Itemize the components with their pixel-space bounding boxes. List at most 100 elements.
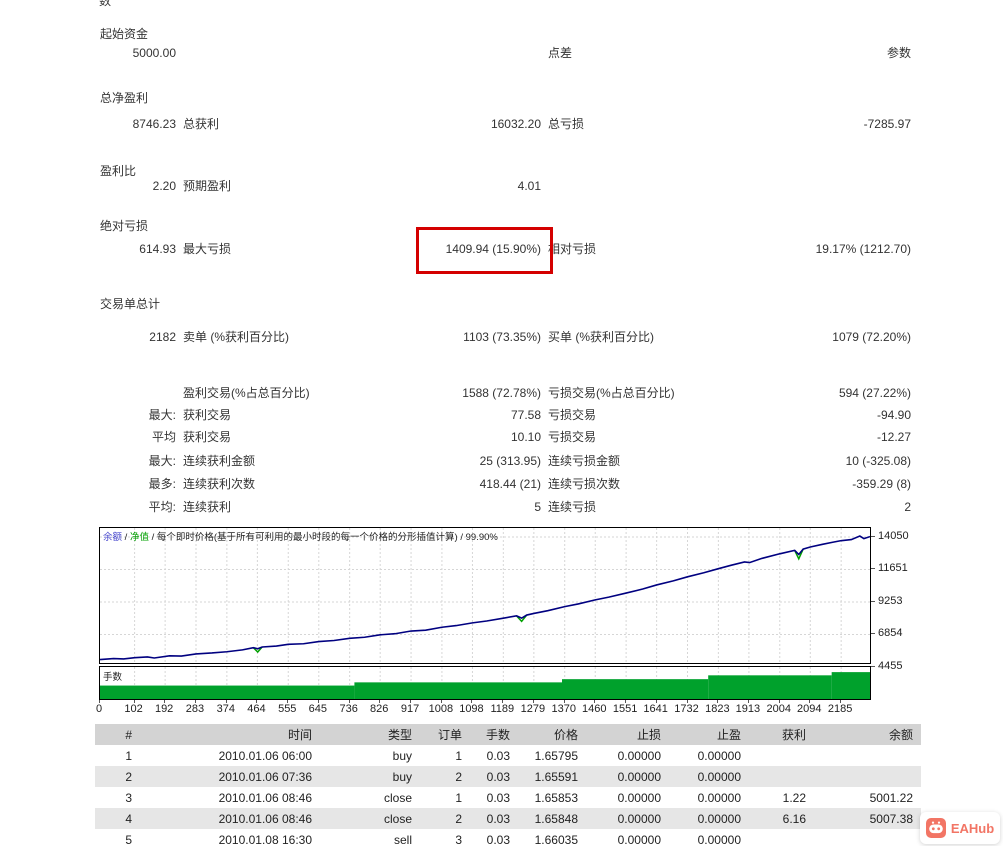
- lots-step: [100, 685, 355, 699]
- eahub-badge[interactable]: EAHub: [920, 812, 1000, 844]
- stat-loss-trades-label: 亏损交易(%占总百分比): [548, 386, 675, 400]
- x-tick: [778, 700, 780, 703]
- y-tick: [871, 535, 875, 537]
- x-tick-label: 192: [154, 703, 174, 715]
- stat-maximal-consecutive-prefix: 最多:: [148, 477, 176, 491]
- stat-average-prefix: 平均: [151, 430, 176, 444]
- y-tick: [871, 568, 875, 570]
- x-tick-label: 1189: [490, 703, 515, 715]
- table-cell: 6.16: [749, 808, 814, 829]
- y-tick: [871, 666, 875, 667]
- x-tick-label: 1008: [428, 703, 454, 715]
- side-label-absolute-drawdown: 绝对亏损: [100, 219, 149, 233]
- table-row: 2 2010.01.06 07:36 buy 2 0.03 1.65591 0.00000 0…: [95, 766, 921, 787]
- stat-max-consecutive-prefix: 最大:: [148, 454, 176, 468]
- x-tick-label: 464: [247, 703, 266, 715]
- x-tick: [379, 700, 381, 703]
- table-cell: 5001.22: [869, 790, 913, 805]
- stat-relative-drawdown-label: 相对亏损: [548, 242, 597, 256]
- table-row: 4 2010.01.06 08:46 close 2 0.03 1.65848 0.0000…: [95, 808, 921, 829]
- y-tick-label: 6854: [878, 627, 903, 640]
- table-cell: 1.66035: [534, 832, 578, 846]
- x-tick-label: 2004: [766, 703, 792, 715]
- x-tick-label: 1551: [612, 703, 638, 715]
- y-tick: [871, 600, 875, 602]
- legend-balance: 余额: [103, 532, 123, 543]
- table-header-cell: 类型: [320, 724, 420, 745]
- y-tick: [871, 633, 875, 635]
- stat-consecutive-losses-value: -359.29 (8): [852, 477, 911, 491]
- x-tick-label: 102: [124, 703, 143, 715]
- table-cell: 0.03: [470, 766, 518, 787]
- stat-avg-consecutive-wins-label: 连续获利: [183, 500, 232, 514]
- stat-avg-consecutive-wins-value: 5: [534, 500, 541, 514]
- lots-label: 手数: [103, 672, 123, 683]
- table-cell: 1: [125, 748, 132, 763]
- legend-equity: 净值: [129, 532, 149, 543]
- stat-avg-consecutive-losses-value: 2: [904, 500, 911, 514]
- x-tick: [532, 700, 534, 703]
- table-cell: 0.00000: [617, 748, 661, 763]
- stat-expected-payoff-label: 预期盈利: [183, 179, 232, 193]
- clipped-top-label: 数: [99, 0, 112, 8]
- x-tick-label: 736: [339, 703, 358, 715]
- x-tick-label: 1732: [674, 703, 699, 715]
- table-cell: 1.65795: [534, 748, 578, 763]
- x-tick-label: 1823: [705, 703, 730, 715]
- y-tick-label: 14050: [878, 529, 909, 542]
- x-tick: [410, 700, 412, 703]
- x-tick: [594, 700, 596, 703]
- x-tick-label: 645: [308, 703, 327, 715]
- red-highlight-box: [416, 227, 553, 274]
- stat-maximal-drawdown-label: 最大亏损: [183, 242, 232, 256]
- x-tick-label: 1370: [551, 703, 576, 715]
- table-cell: 0.00000: [617, 790, 661, 805]
- table-cell: 4: [95, 808, 140, 829]
- table-cell: 0.03: [486, 832, 510, 846]
- stat-gross-loss-label: 总亏损: [548, 117, 585, 131]
- table-header-cell: 止损: [586, 724, 669, 745]
- table-row: 1 2010.01.06 06:00 buy 1 0.03 1.65795 0.00000 0…: [95, 745, 921, 766]
- x-tick-label: 1913: [735, 703, 761, 715]
- table-cell: 1: [455, 790, 462, 805]
- stat-profit-trades-label: 盈利交易(%占总百分比): [183, 386, 310, 400]
- table-header-cell: 价格: [518, 724, 586, 745]
- x-tick: [440, 700, 442, 703]
- table-header-row: # 时间 类型 订单 手数 价格 止损 止盈 获利 余额: [95, 724, 921, 745]
- x-tick: [317, 700, 319, 703]
- stat-loss-trades-value: 594 (27.22%): [838, 386, 911, 400]
- x-tick: [287, 700, 289, 703]
- y-tick-label: 11651: [878, 562, 908, 575]
- stat-consecutive-profit-amount-value: 25 (313.95): [479, 454, 541, 468]
- stat-net-profit-value: 8746.23: [132, 117, 176, 131]
- stat-average-loss-label: 亏损交易: [548, 430, 597, 444]
- table-cell: [814, 829, 921, 846]
- table-cell: 2: [420, 766, 470, 787]
- equity-line: [794, 548, 804, 561]
- lots-step: [354, 682, 562, 699]
- stat-spread-value: 参数: [886, 46, 911, 60]
- x-tick: [625, 700, 627, 703]
- x-tick: [471, 700, 473, 703]
- x-tick-label: 826: [369, 703, 389, 715]
- x-tick-label: 1279: [520, 703, 546, 715]
- x-tick: [747, 700, 749, 703]
- table-cell: close: [320, 808, 420, 829]
- x-tick-label: 2094: [797, 703, 822, 715]
- table-header-cell: 获利: [749, 724, 814, 745]
- stat-long-positions-label: 买单 (%获利百分比): [548, 330, 654, 344]
- x-tick: [809, 700, 811, 703]
- table-cell: buy: [392, 748, 412, 763]
- stat-average-profit-label: 获利交易: [183, 430, 232, 444]
- x-tick: [686, 700, 688, 703]
- table-row: 3 2010.01.06 08:46 close 1 0.03 1.65853 0.0000…: [95, 787, 921, 808]
- table-cell: 2: [420, 808, 470, 829]
- y-tick-label: 9253: [878, 594, 903, 607]
- side-label-total-trades: 交易单总计: [100, 297, 161, 311]
- x-tick-label: 283: [185, 703, 205, 715]
- table-cell: [749, 745, 814, 766]
- table-header-cell: #: [95, 724, 140, 745]
- table-cell: 1.22: [782, 790, 806, 805]
- balance-line: [100, 535, 870, 661]
